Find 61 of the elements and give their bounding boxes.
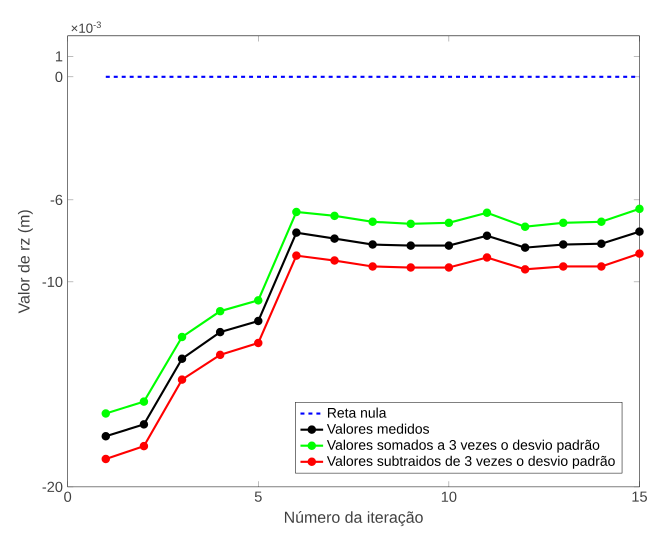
point (597, 217, 606, 226)
point (330, 211, 339, 220)
point (444, 241, 454, 250)
point (482, 208, 492, 217)
point (444, 263, 454, 272)
y-tick-label: 1 (56, 51, 62, 62)
x-axis-title: Número da iteração (284, 510, 423, 526)
point (178, 354, 186, 363)
point (254, 338, 263, 348)
point (216, 306, 224, 316)
point (520, 222, 530, 231)
point (635, 227, 644, 236)
point (520, 243, 530, 252)
point (330, 256, 339, 265)
point (102, 409, 110, 418)
point (482, 231, 492, 240)
point (635, 249, 644, 258)
point (558, 240, 568, 249)
point (216, 328, 224, 336)
legend-label: Valores somados a 3 vezes o desvio padrão (326, 440, 600, 452)
y-tick-label: -6 (50, 194, 62, 205)
point (178, 332, 186, 342)
x-tick-label: 5 (254, 491, 262, 502)
point (520, 264, 530, 274)
point (292, 228, 301, 237)
point (216, 350, 224, 359)
point (292, 208, 301, 216)
point (406, 263, 415, 272)
point (368, 262, 377, 271)
point (140, 397, 148, 406)
point (597, 239, 606, 248)
point (102, 454, 110, 464)
y-axis-title: Valor de rz (m) (18, 210, 33, 314)
legend-label: Reta nula (328, 407, 386, 418)
point (597, 262, 606, 271)
text: ×10$^{-3}$ (71, 21, 101, 33)
point (368, 217, 377, 226)
y-tick-label: -10 (42, 276, 62, 287)
x-tick-label: 10 (442, 491, 456, 502)
point (254, 296, 263, 304)
point (254, 316, 263, 326)
point (292, 251, 301, 260)
y-tick-label: 0 (55, 72, 62, 82)
x-tick-label: 15 (632, 491, 647, 502)
point (558, 218, 568, 227)
point (558, 262, 568, 271)
point (330, 234, 339, 243)
legend-label: Valores subtraidos de 3 vezes o desvio padrão (326, 456, 615, 469)
y-tick-label: -20 (42, 482, 62, 492)
point (406, 219, 415, 228)
point (178, 375, 186, 384)
point (635, 204, 644, 213)
point (444, 218, 454, 227)
point (140, 442, 148, 450)
point (406, 241, 415, 250)
point (140, 420, 148, 428)
legend-label: Valores medidos (326, 423, 430, 434)
point (368, 240, 377, 249)
x-tick-label: 0 (64, 491, 72, 502)
point (102, 432, 110, 440)
point (482, 253, 492, 262)
